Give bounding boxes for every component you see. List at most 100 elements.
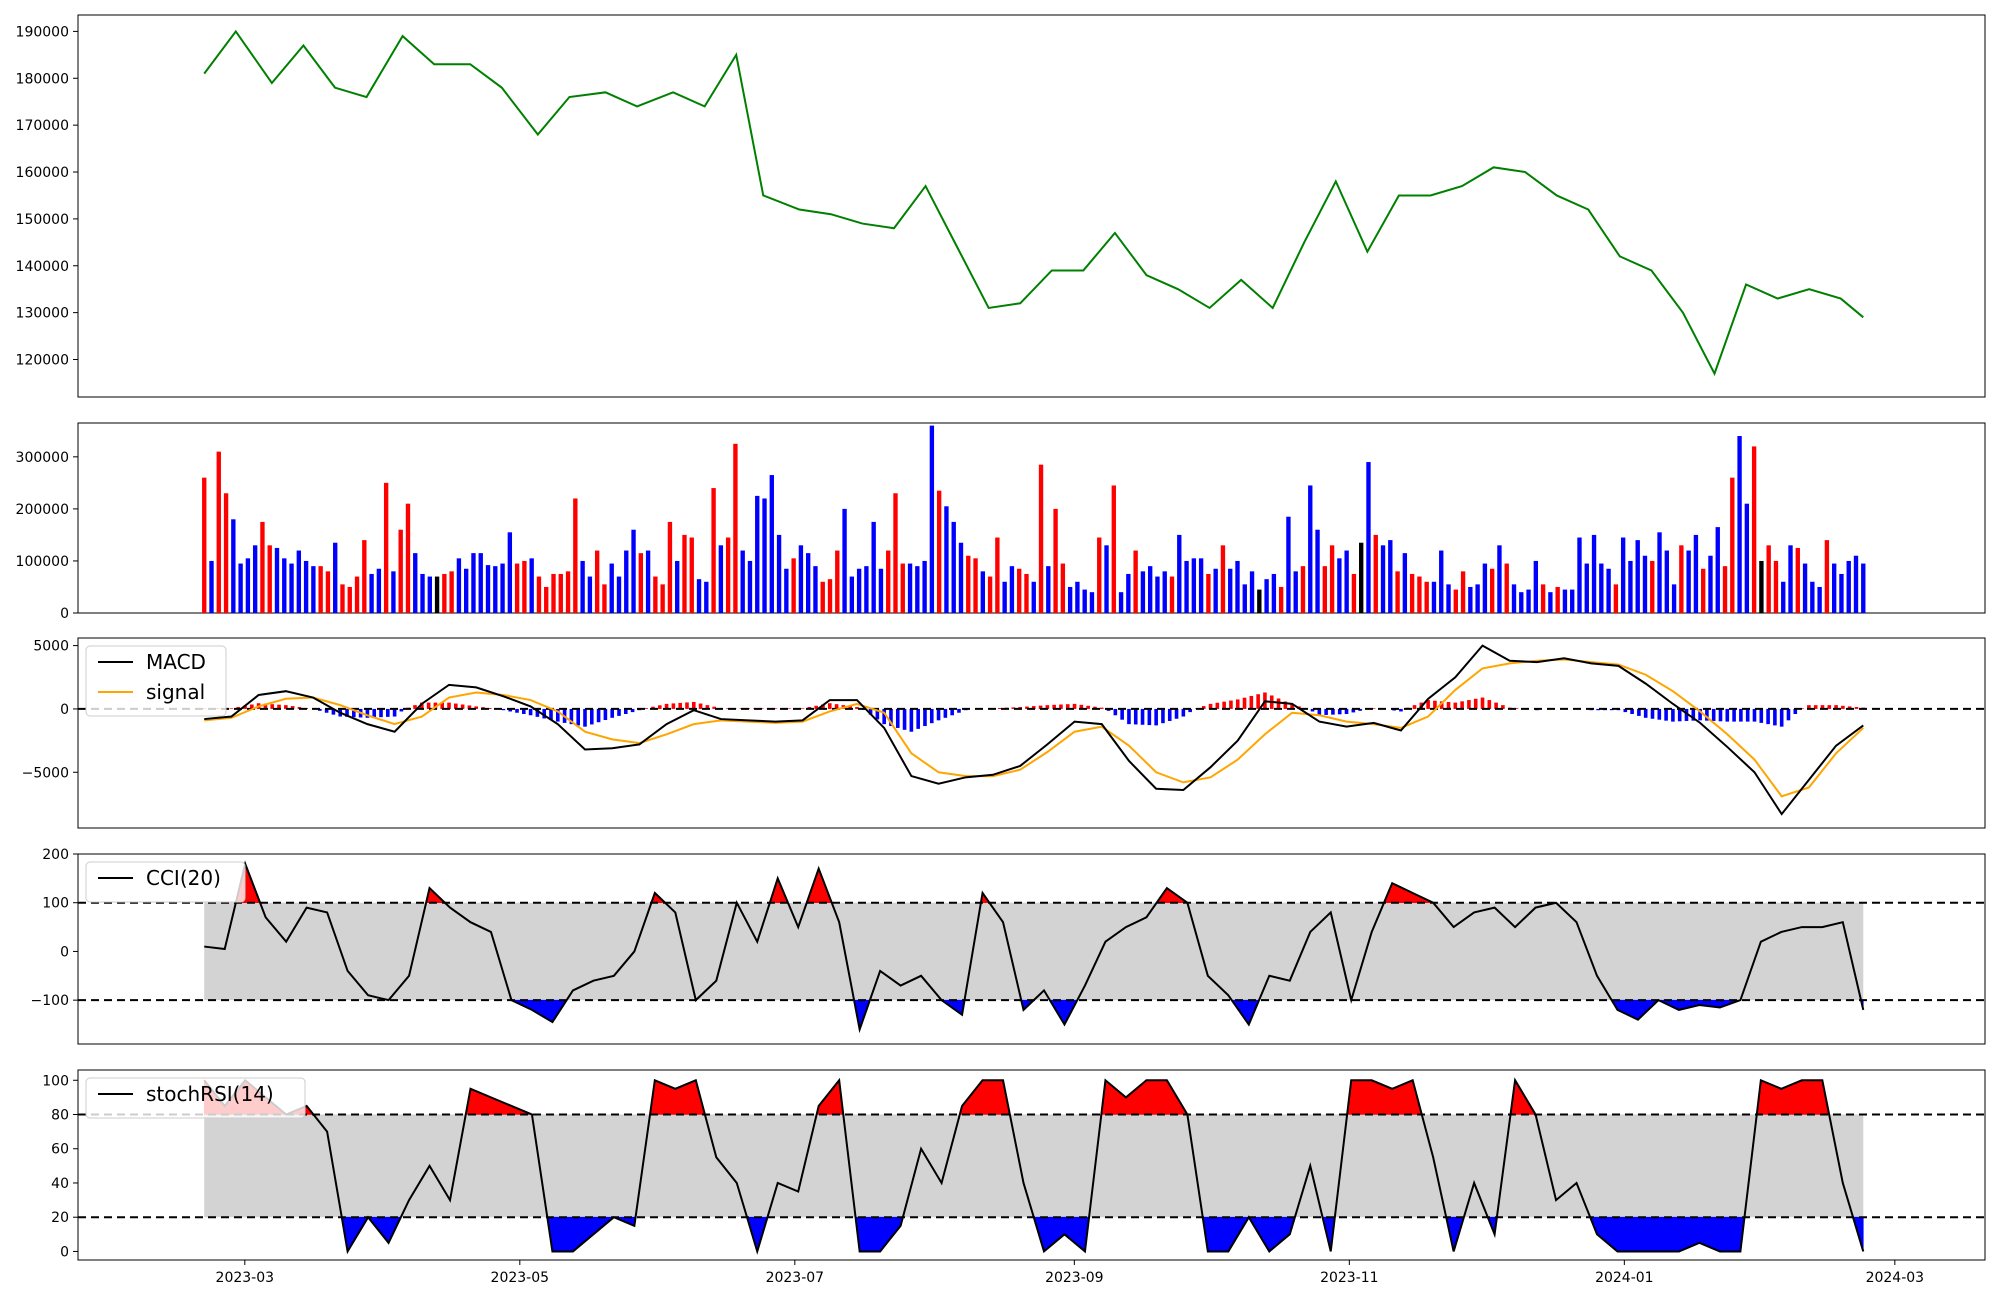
volume-bar: [1613, 584, 1619, 613]
volume-bar: [711, 488, 716, 613]
volume-bar: [1038, 464, 1044, 613]
volume-bar: [1737, 436, 1742, 613]
volume-bar: [951, 521, 956, 613]
macd-histogram-bar: [1229, 700, 1233, 709]
macd-histogram-bar: [1439, 701, 1444, 709]
y-tick-label: 40: [51, 1176, 69, 1192]
volume-bar: [682, 534, 687, 613]
macd-histogram-bar: [501, 708, 506, 711]
macd-histogram-bar: [1480, 697, 1485, 709]
volume-bar: [478, 553, 483, 613]
macd-histogram-bar: [352, 708, 356, 718]
x-tick-label: 2023-03: [216, 1270, 275, 1286]
x-tick-label: 2024-03: [1866, 1270, 1925, 1286]
volume-bar: [725, 537, 731, 613]
volume-bar: [893, 493, 898, 613]
y-tick-label: 100000: [16, 554, 69, 570]
volume-bar: [718, 545, 724, 613]
volume-bar: [1271, 573, 1277, 613]
macd-histogram-bar: [1052, 704, 1056, 709]
volume-bar: [1817, 586, 1822, 613]
macd-histogram-bar: [589, 708, 594, 725]
macd-histogram-bar: [467, 705, 472, 709]
volume-bar: [813, 566, 818, 613]
oversold-fill: [552, 1216, 574, 1252]
macd-histogram-bar: [1453, 702, 1458, 709]
volume-bar: [1198, 558, 1204, 613]
oversold-fill: [1207, 1216, 1229, 1252]
volume-bar: [1511, 584, 1517, 613]
macd-histogram-bar: [1745, 708, 1750, 722]
oversold-fill: [1064, 1216, 1086, 1253]
price-line: [203, 29, 1864, 377]
macd-histogram-bar: [454, 703, 458, 709]
macd-histogram-bar: [392, 708, 397, 717]
volume-bar: [1730, 477, 1735, 613]
macd-histogram-bar: [1467, 700, 1471, 709]
macd-histogram-bar: [1786, 708, 1791, 721]
volume-bar: [369, 573, 374, 613]
volume-bar: [624, 550, 629, 613]
macd-histogram-bar: [324, 708, 329, 713]
macd-histogram-bar: [997, 707, 1002, 709]
volume-bar: [1853, 555, 1859, 613]
y-tick-label: 5000: [33, 639, 69, 655]
volume-bar: [907, 563, 913, 613]
volume-bar: [1366, 462, 1371, 613]
volume-bar: [1824, 540, 1830, 613]
panel-frame: [77, 422, 1986, 614]
volume-bar: [1162, 571, 1167, 613]
macd-histogram-bar: [1201, 706, 1206, 709]
macd-histogram-bar: [284, 705, 288, 709]
price-panel: 120000 130000 140000 150000 160000 170000 1800…: [16, 14, 1986, 398]
overbought-fill: [1350, 1079, 1373, 1115]
macd-histogram-bar: [1426, 700, 1430, 709]
macd-histogram-bar: [882, 708, 886, 725]
volume-bar: [805, 553, 811, 613]
macd-histogram-bar: [1358, 708, 1362, 711]
volume-bar: [1213, 568, 1218, 613]
y-tick-label: −100: [31, 993, 69, 1009]
macd-histogram-bar: [868, 708, 873, 715]
volume-bar: [1337, 558, 1342, 613]
y-tick-label: 140000: [16, 259, 69, 275]
y-tick-label: 190000: [16, 24, 69, 40]
macd-histogram-bar: [535, 708, 540, 717]
macd-histogram-bar: [895, 708, 900, 728]
volume-bar: [565, 571, 571, 613]
macd-histogram-bar: [1643, 708, 1648, 718]
volume-bar: [769, 475, 774, 613]
macd-histogram-bar: [787, 708, 791, 709]
macd-histogram-bar: [1242, 697, 1247, 709]
macd-histogram-bar: [555, 708, 560, 722]
volume-bar: [289, 563, 294, 613]
macd-histogram-bar: [508, 708, 513, 712]
cci-panel: −100 0 100 200 CCI(20): [31, 847, 1986, 1045]
volume-bar: [1315, 529, 1320, 613]
volume-bar: [1439, 550, 1444, 613]
macd-histogram-bar: [1609, 708, 1614, 711]
volume-bar: [798, 545, 804, 613]
macd-histogram-bar: [576, 708, 580, 726]
macd-histogram-bar: [1045, 705, 1050, 709]
volume-bar: [587, 576, 593, 613]
volume-bar: [493, 566, 498, 613]
volume-bar: [784, 568, 789, 613]
volume-bar: [354, 576, 360, 613]
macd-histogram-bar: [420, 702, 424, 709]
volume-bar: [471, 553, 476, 613]
macd-histogram-bar: [929, 708, 934, 724]
volume-bar: [1861, 563, 1866, 613]
overbought-fill: [490, 1096, 512, 1115]
y-tick-label: 180000: [16, 71, 69, 87]
stochrsi-line: [203, 1077, 1865, 1255]
volume-bar: [1802, 563, 1808, 613]
volume-bar: [733, 443, 738, 613]
volume-bar: [427, 576, 432, 613]
x-tick-label: 2023-09: [1045, 1270, 1104, 1286]
volume-bar: [1773, 560, 1779, 613]
volume-bar: [675, 560, 680, 613]
x-tick-label: 2024-01: [1595, 1270, 1654, 1286]
macd-histogram-bar: [1059, 704, 1063, 709]
macd-histogram-bar: [1473, 698, 1478, 709]
